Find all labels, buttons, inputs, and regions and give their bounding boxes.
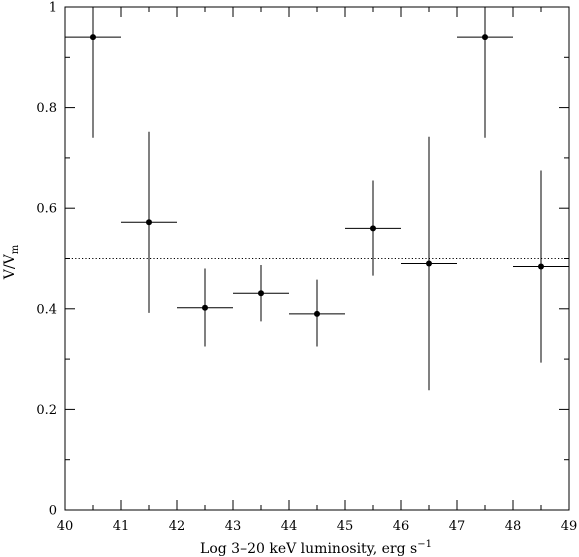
x-tick-label: 47 bbox=[449, 519, 466, 534]
y-tick-label: 0.6 bbox=[36, 202, 57, 217]
data-point-group bbox=[513, 170, 569, 363]
data-point bbox=[90, 34, 96, 41]
data-point-group bbox=[177, 268, 233, 347]
x-tick-label: 42 bbox=[169, 519, 186, 534]
x-axis-label: Log 3–20 keV luminosity, erg s−1 bbox=[200, 539, 432, 557]
tick-label-layer: 40 41 42 43 44 45 46 47 48 49 0 0.2 0.4 0.6 0.8 1 bbox=[36, 1, 577, 535]
y-axis-label-subscript: m bbox=[10, 244, 21, 254]
data-point-group bbox=[233, 265, 289, 322]
y-axis-label: V/Vm bbox=[2, 244, 21, 280]
y-tick-label: 0.8 bbox=[36, 101, 57, 116]
plot-frame bbox=[64, 6, 570, 511]
data-point bbox=[258, 290, 264, 297]
data-point bbox=[146, 219, 152, 226]
data-point bbox=[538, 263, 544, 270]
data-point bbox=[314, 310, 320, 317]
x-tick-label: 49 bbox=[561, 519, 578, 534]
x-tick-label: 45 bbox=[337, 519, 354, 534]
y-tick-label: 1 bbox=[49, 1, 57, 16]
data-point-group bbox=[65, 7, 121, 138]
data-point-group bbox=[121, 131, 177, 313]
data-point-group bbox=[289, 279, 345, 347]
x-tick-label: 48 bbox=[505, 519, 522, 534]
data-point-group bbox=[457, 7, 513, 138]
x-tick-label: 41 bbox=[113, 519, 130, 534]
tick-layer bbox=[64, 6, 570, 511]
data-point bbox=[482, 34, 488, 41]
data-point-group bbox=[401, 136, 457, 391]
data-point-group bbox=[345, 180, 401, 276]
x-tick-label: 44 bbox=[281, 519, 298, 534]
x-tick-label: 46 bbox=[393, 519, 410, 534]
x-tick-label: 40 bbox=[57, 519, 74, 534]
y-tick-label: 0.2 bbox=[36, 403, 57, 418]
y-tick-label: 0.4 bbox=[36, 302, 57, 317]
x-tick-label: 43 bbox=[225, 519, 242, 534]
data-layer bbox=[65, 7, 569, 391]
x-axis-label-exponent: −1 bbox=[417, 539, 432, 550]
y-axis-label-text: V/V bbox=[2, 253, 18, 280]
data-point bbox=[426, 260, 432, 267]
data-point bbox=[202, 304, 208, 311]
data-point bbox=[370, 225, 376, 232]
x-axis-label-text: Log 3–20 keV luminosity, erg s bbox=[200, 541, 417, 557]
y-tick-label: 0 bbox=[49, 504, 57, 519]
